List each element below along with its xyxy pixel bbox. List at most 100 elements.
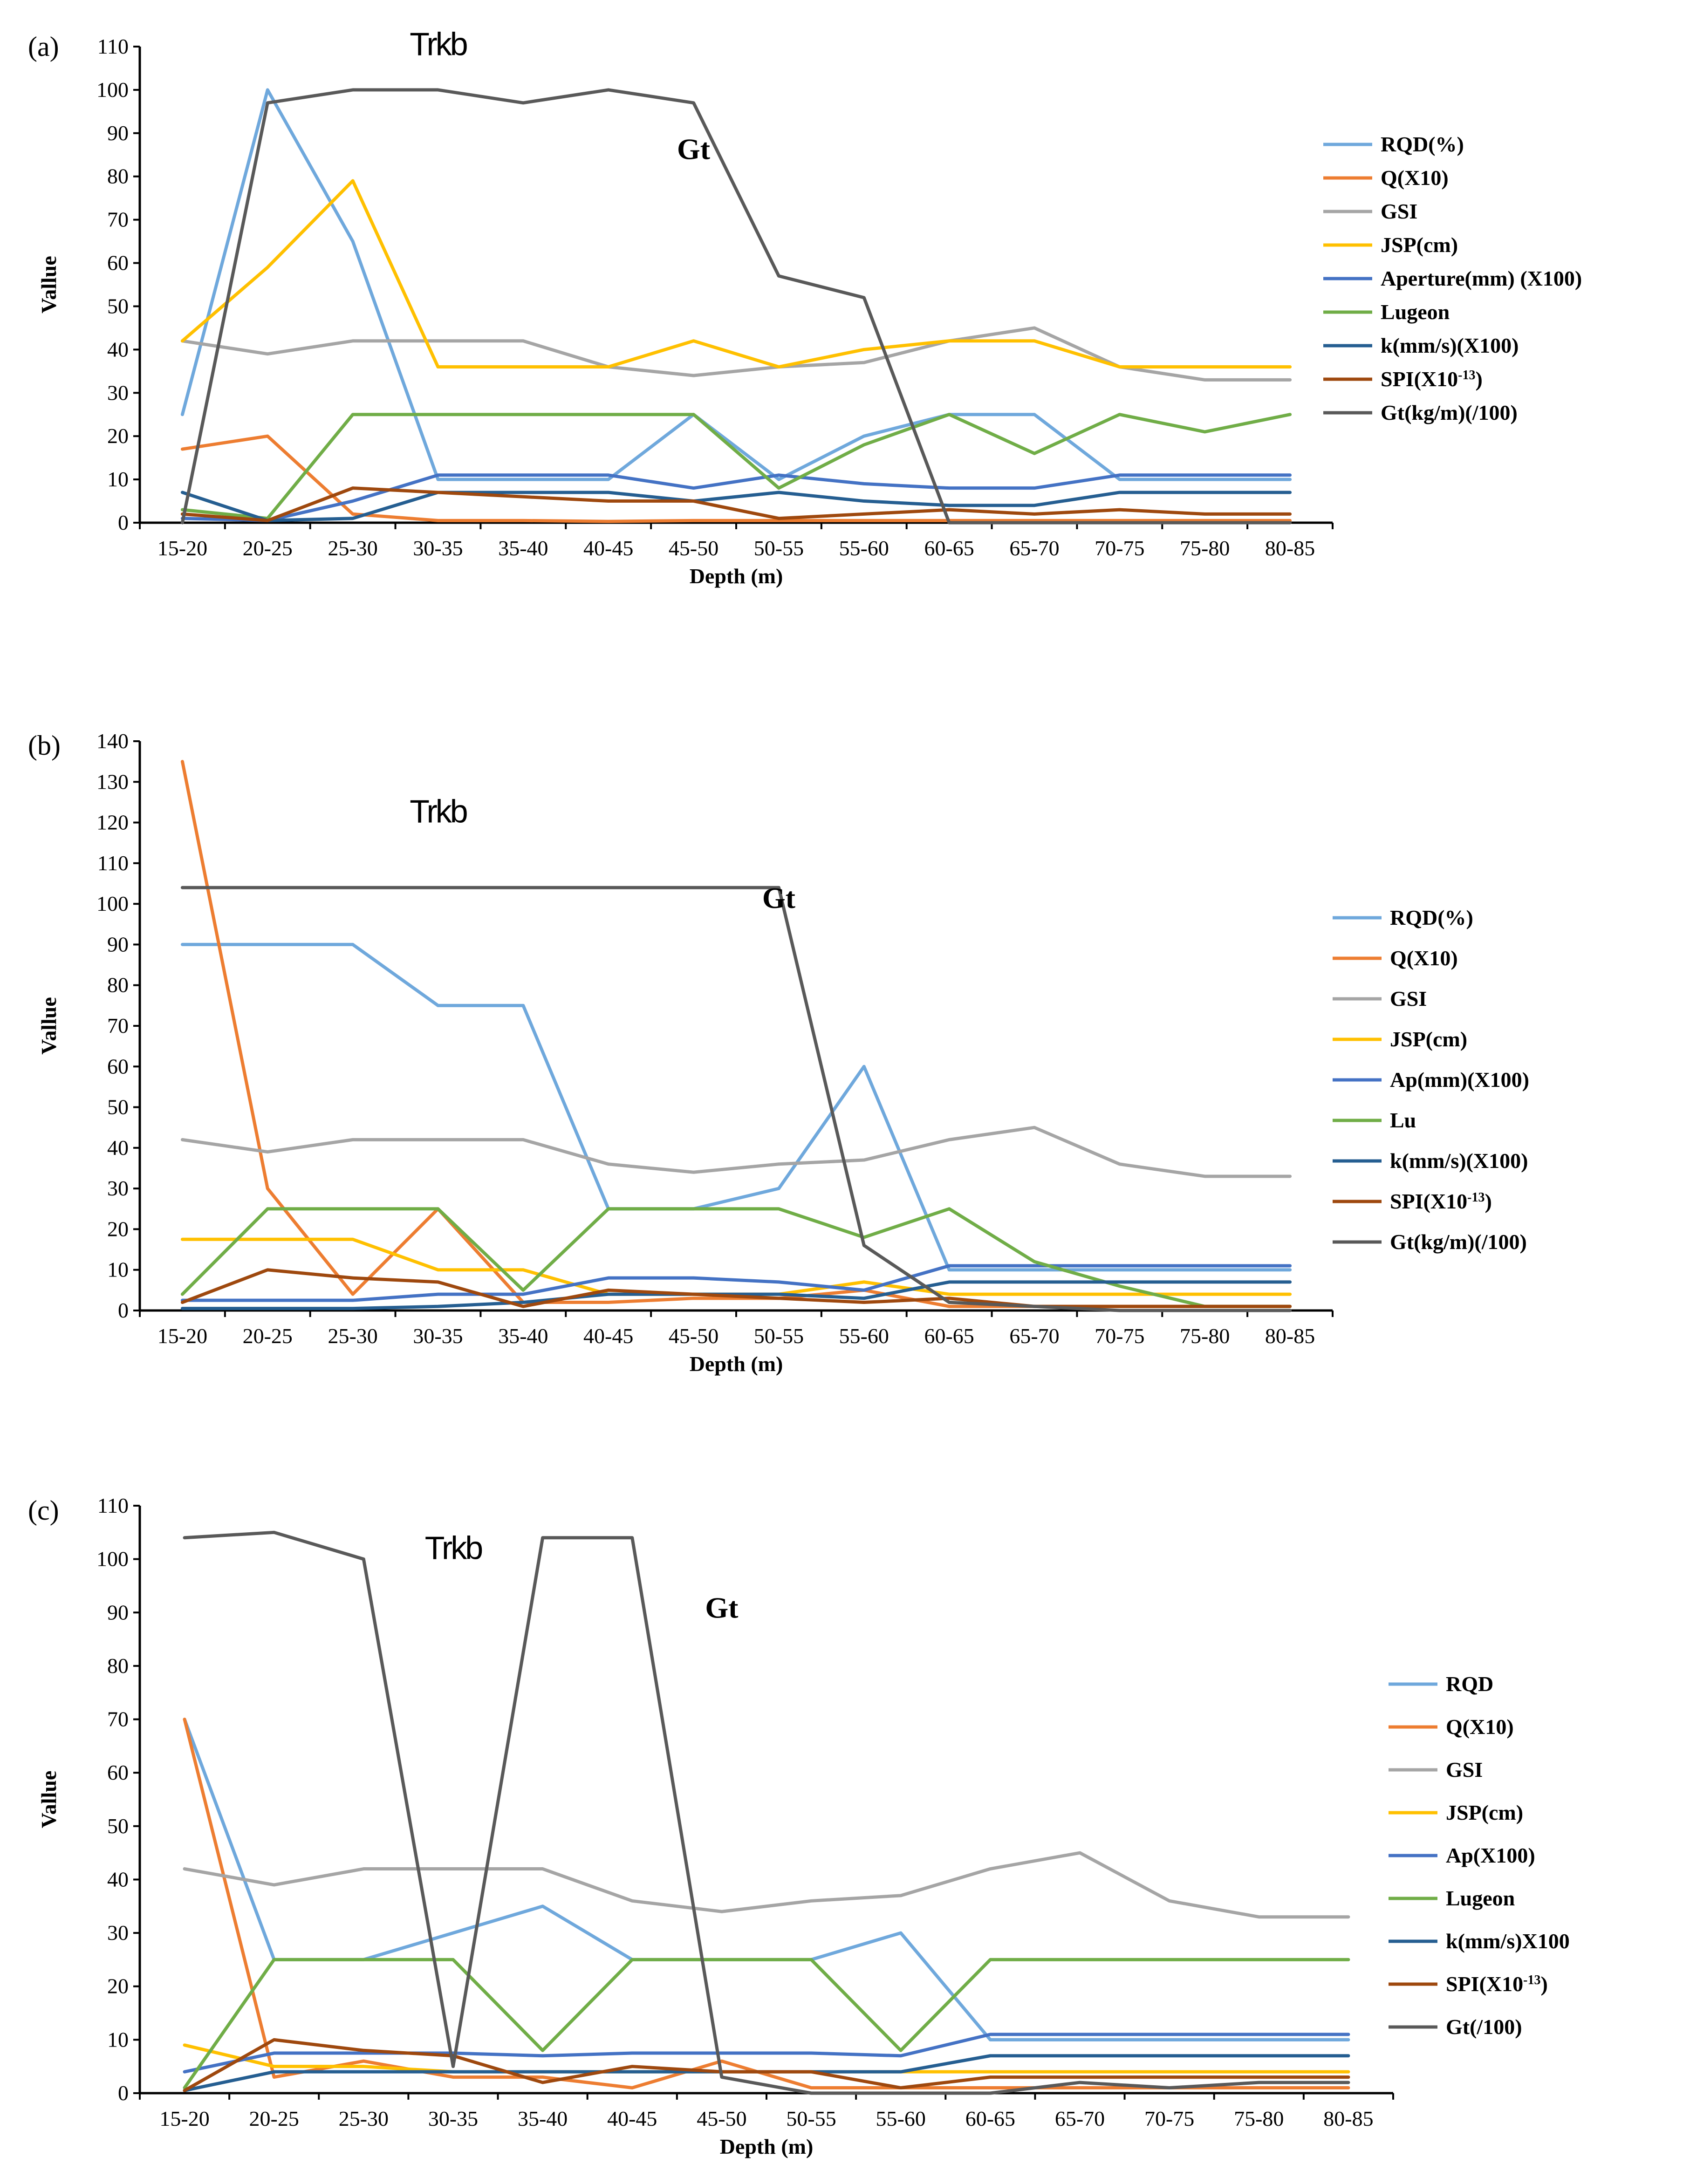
y-tick-label: 0 (118, 1298, 129, 1322)
series-line-8 (180, 886, 1292, 1312)
panel-label: (a) (28, 31, 59, 62)
x-tick-label: 55-60 (839, 536, 889, 560)
x-tick-label: 25-30 (328, 536, 377, 560)
y-tick-label: 40 (107, 1136, 129, 1160)
x-axis-title: Depth (m) (690, 1352, 783, 1376)
x-tick-label: 45-50 (669, 536, 718, 560)
legend-label: Q(X10) (1381, 166, 1449, 190)
chart-panel-0: (a) 0 10 20 30 40 50 60 70 80 90 100 110 15-20 20-25 25… (28, 26, 1582, 588)
y-tick-label: 90 (107, 932, 129, 956)
series-line-0 (183, 1718, 1350, 2041)
y-tick-label: 110 (97, 34, 129, 58)
x-tick-label: 55-60 (876, 2107, 926, 2130)
y-tick-label: 100 (96, 78, 129, 102)
x-tick-label: 55-60 (839, 1324, 889, 1348)
series-line-8 (180, 88, 1292, 525)
y-tick-label: 20 (107, 1974, 129, 1998)
x-axis-title: Depth (m) (690, 564, 783, 588)
x-tick-label: 70-75 (1095, 536, 1144, 560)
series-line-5 (180, 413, 1292, 520)
x-tick-label: 80-85 (1265, 1324, 1315, 1348)
y-tick-label: 90 (107, 121, 129, 145)
series-line-8 (183, 1530, 1350, 2095)
annotation-label: Trkb (410, 26, 466, 62)
legend-label: Lu (1390, 1108, 1416, 1132)
legend-label: Ap(mm)(X100) (1390, 1068, 1529, 1092)
y-tick-label: 140 (96, 729, 129, 753)
y-tick-label: 70 (107, 1014, 129, 1037)
legend-label: JSP(cm) (1390, 1027, 1467, 1051)
legend-label: SPI(X10-13) (1390, 1189, 1492, 1213)
legend-label: k(mm/s)(X100) (1390, 1149, 1528, 1173)
legend-label: RQD(%) (1381, 132, 1464, 156)
y-tick-label: 60 (107, 1761, 129, 1784)
legend-label: GSI (1390, 987, 1427, 1010)
annotation-label: Trkb (425, 1530, 482, 1566)
x-tick-label: 35-40 (498, 536, 548, 560)
series-line-2 (180, 1126, 1292, 1178)
y-axis-title: Vallue (37, 1771, 61, 1829)
x-tick-label: 45-50 (669, 1324, 718, 1348)
x-axis-title: Depth (m) (720, 2135, 814, 2158)
series-line-1 (183, 1718, 1350, 2090)
chart-panel-1: (b) 0 10 20 30 40 50 60 70 80 90 100 110 120 130 140 15-… (28, 729, 1529, 1376)
x-tick-label: 50-55 (754, 1324, 804, 1348)
series-line-7 (180, 1268, 1292, 1308)
y-tick-label: 110 (97, 851, 129, 875)
legend-label: Lugeon (1381, 300, 1450, 324)
series-line-7 (180, 486, 1292, 522)
legend-label: Lugeon (1446, 1886, 1515, 1910)
legend-label: JSP(cm) (1381, 233, 1458, 257)
y-tick-label: 40 (107, 337, 129, 361)
y-tick-label: 90 (107, 1600, 129, 1624)
x-tick-label: 25-30 (328, 1324, 377, 1348)
x-tick-label: 65-70 (1009, 536, 1059, 560)
y-tick-label: 100 (96, 1547, 129, 1571)
y-tick-label: 20 (107, 1217, 129, 1241)
series-line-1 (180, 760, 1292, 1308)
y-tick-label: 80 (107, 164, 129, 188)
y-tick-label: 30 (107, 381, 129, 404)
legend-label: Gt(/100) (1446, 2015, 1522, 2039)
x-tick-label: 80-85 (1323, 2107, 1373, 2130)
series-line-0 (180, 942, 1292, 1272)
legend-label: GSI (1446, 1758, 1483, 1781)
x-tick-label: 50-55 (754, 536, 804, 560)
x-tick-label: 50-55 (786, 2107, 836, 2130)
x-tick-label: 15-20 (157, 536, 207, 560)
y-tick-label: 120 (96, 811, 129, 834)
legend-label: RQD(%) (1390, 906, 1473, 929)
legend-label: JSP(cm) (1446, 1801, 1523, 1824)
y-tick-label: 70 (107, 208, 129, 232)
legend-label: k(mm/s)(X100) (1381, 334, 1519, 357)
series-line-3 (180, 179, 1292, 369)
series-line-4 (180, 473, 1292, 522)
series-line-2 (183, 1851, 1350, 1919)
y-tick-label: 60 (107, 1054, 129, 1078)
panel-label: (b) (28, 730, 61, 761)
legend-label: RQD (1446, 1672, 1493, 1696)
y-tick-label: 50 (107, 294, 129, 318)
y-tick-label: 0 (118, 511, 129, 534)
y-tick-label: 70 (107, 1707, 129, 1731)
series-line-4 (183, 2033, 1350, 2074)
x-tick-label: 15-20 (157, 1324, 207, 1348)
x-tick-label: 65-70 (1055, 2107, 1105, 2130)
x-tick-label: 75-80 (1180, 1324, 1230, 1348)
legend-label: Gt(kg/m)(/100) (1390, 1230, 1527, 1254)
series-line-7 (183, 2038, 1350, 2092)
y-tick-label: 80 (107, 973, 129, 997)
y-tick-label: 110 (97, 1494, 129, 1517)
series-line-0 (180, 88, 1292, 481)
x-tick-label: 20-25 (243, 1324, 293, 1348)
y-tick-label: 50 (107, 1814, 129, 1838)
x-tick-label: 65-70 (1009, 1324, 1059, 1348)
y-tick-label: 80 (107, 1654, 129, 1678)
x-tick-label: 35-40 (498, 1324, 548, 1348)
y-tick-label: 30 (107, 1176, 129, 1200)
x-tick-label: 35-40 (518, 2107, 568, 2130)
x-tick-label: 20-25 (249, 2107, 299, 2130)
y-tick-label: 40 (107, 1867, 129, 1891)
y-tick-label: 130 (96, 770, 129, 793)
series-line-4 (180, 1264, 1292, 1302)
